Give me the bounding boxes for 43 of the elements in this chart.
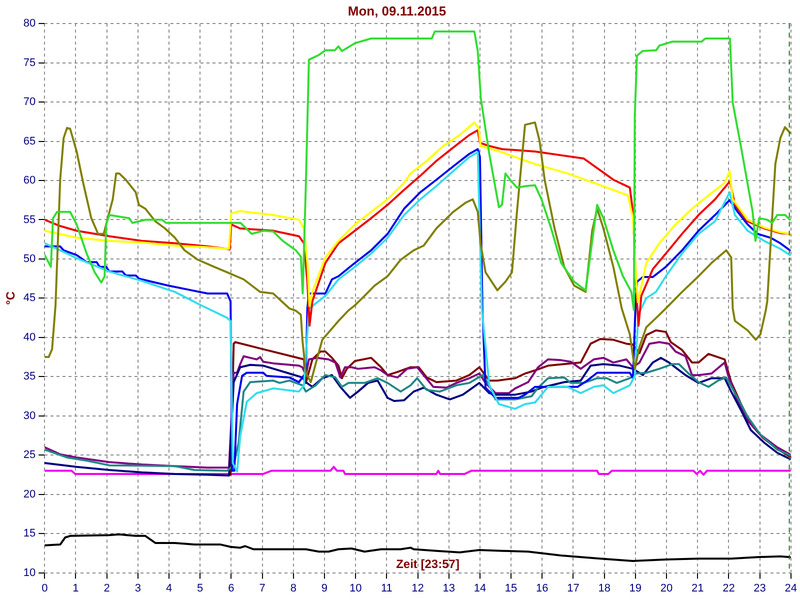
x-tick-label: 16 xyxy=(536,582,548,594)
y-tick-label: 65 xyxy=(23,135,36,148)
x-tick-label: 7 xyxy=(259,582,266,594)
y-tick-label: 50 xyxy=(23,253,36,266)
y-tick-label: 20 xyxy=(23,488,36,500)
x-tick-label: 10 xyxy=(349,582,362,594)
chart-title: Mon, 09.11.2015 xyxy=(348,3,446,18)
x-tick-label: 12 xyxy=(412,582,424,594)
y-tick-label: 55 xyxy=(23,214,36,226)
x-tick-label: 22 xyxy=(722,582,735,594)
x-tick-label: 23 xyxy=(754,582,766,594)
x-tick-label: 8 xyxy=(290,582,296,594)
y-tick-label: 60 xyxy=(23,174,36,187)
x-tick-label: 13 xyxy=(442,582,455,594)
x-tick-label: 9 xyxy=(321,582,328,594)
x-tick-label: 14 xyxy=(474,582,486,594)
x-tick-label: 18 xyxy=(598,582,610,594)
y-tick-label: 30 xyxy=(23,410,36,422)
y-tick-label: 35 xyxy=(23,370,36,383)
y-tick-label: 75 xyxy=(23,56,36,69)
x-tick-label: 20 xyxy=(660,582,673,594)
x-tick-label: 5 xyxy=(197,582,204,594)
y-tick-label: 25 xyxy=(23,449,36,462)
y-tick-label: 80 xyxy=(23,18,36,30)
x-tick-label: 21 xyxy=(691,582,704,594)
x-tick-label: 24 xyxy=(784,582,798,594)
x-tick-label: 17 xyxy=(567,582,580,594)
x-tick-label: 15 xyxy=(504,582,518,594)
x-tick-label: 19 xyxy=(629,582,642,594)
y-axis-title: °C xyxy=(4,291,18,305)
x-tick-label: 2 xyxy=(104,582,110,594)
x-tick-label: 3 xyxy=(134,582,141,594)
x-axis-title: Zeit [23:57] xyxy=(396,557,460,572)
y-tick-label: 10 xyxy=(23,566,36,579)
x-tick-label: 1 xyxy=(72,582,79,594)
x-tick-label: 4 xyxy=(166,582,172,594)
y-tick-label: 15 xyxy=(23,528,36,540)
y-tick-label: 45 xyxy=(23,292,36,304)
x-tick-label: 11 xyxy=(380,582,392,594)
x-tick-label: 6 xyxy=(228,582,234,594)
x-tick-label: 0 xyxy=(42,582,48,594)
y-tick-label: 40 xyxy=(23,331,36,344)
y-tick-label: 70 xyxy=(23,96,36,108)
